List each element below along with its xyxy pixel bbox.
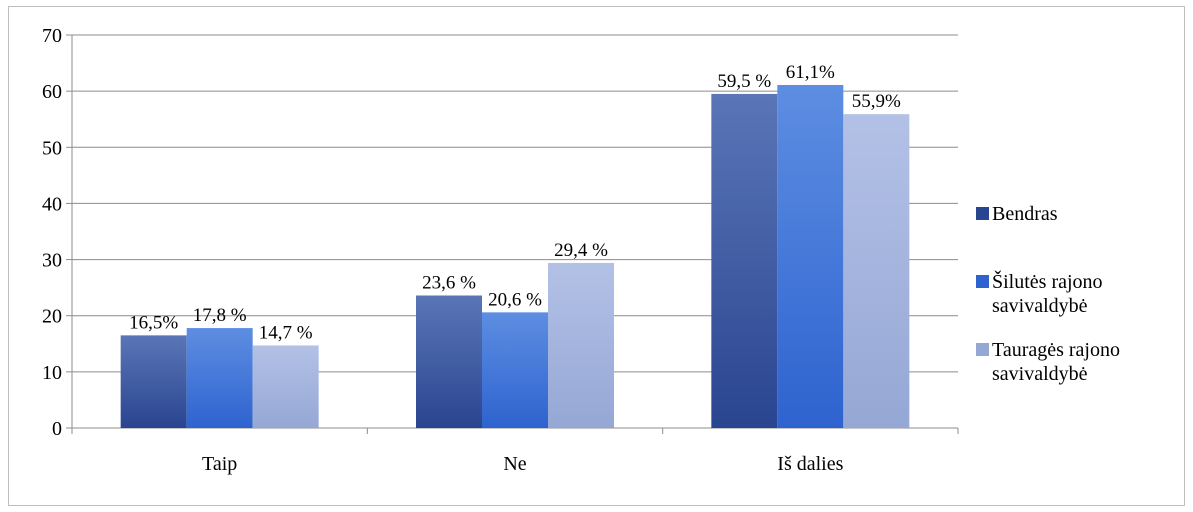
bars <box>120 84 910 429</box>
bar <box>252 345 319 428</box>
data-label: 59,5 % <box>717 71 771 92</box>
bar <box>843 114 910 428</box>
y-tick-label: 10 <box>42 362 62 384</box>
y-tick-label: 60 <box>42 81 62 103</box>
data-label: 14,7 % <box>259 322 313 343</box>
y-axis-ticks: 0 10 20 30 40 50 60 70 <box>42 25 62 440</box>
y-tick-label: 30 <box>42 250 62 272</box>
y-tick-label: 20 <box>42 306 62 328</box>
bar <box>711 93 778 428</box>
x-category-label: Ne <box>503 453 526 475</box>
bar <box>120 335 187 428</box>
y-tick-label: 50 <box>42 137 62 159</box>
bar <box>482 312 548 428</box>
data-label: 16,5% <box>129 312 178 333</box>
bar <box>186 328 253 428</box>
data-label: 29,4 % <box>554 240 608 261</box>
data-label: 61,1% <box>786 62 835 83</box>
y-tick-label: 40 <box>42 193 62 215</box>
y-tick-label: 70 <box>42 25 62 47</box>
legend-swatch <box>976 207 989 220</box>
data-label: 20,6 % <box>488 289 542 310</box>
legend-label: Bendras <box>992 203 1058 225</box>
x-category-label: Taip <box>202 453 237 475</box>
legend-label: Šilutės rajono <box>992 269 1103 293</box>
x-category-label: Iš dalies <box>777 453 843 475</box>
legend-label: savivaldybė <box>992 295 1088 317</box>
data-labels: 16,5% 17,8 % 14,7 % 23,6 % 20,6 % 29,4 % 59,5 … <box>129 62 901 344</box>
data-label: 55,9% <box>852 91 901 112</box>
data-label: 23,6 % <box>422 273 476 294</box>
y-tick-label: 0 <box>52 418 62 440</box>
bar <box>777 84 844 429</box>
data-label: 17,8 % <box>193 305 247 326</box>
x-axis-categories: Taip Ne Iš dalies <box>202 453 844 475</box>
legend-swatch <box>976 343 989 356</box>
legend-label: savivaldybė <box>992 363 1088 385</box>
legend-label: Tauragės rajono <box>992 339 1120 361</box>
legend-swatch <box>976 275 989 288</box>
bar <box>548 262 614 428</box>
bar <box>416 295 482 428</box>
